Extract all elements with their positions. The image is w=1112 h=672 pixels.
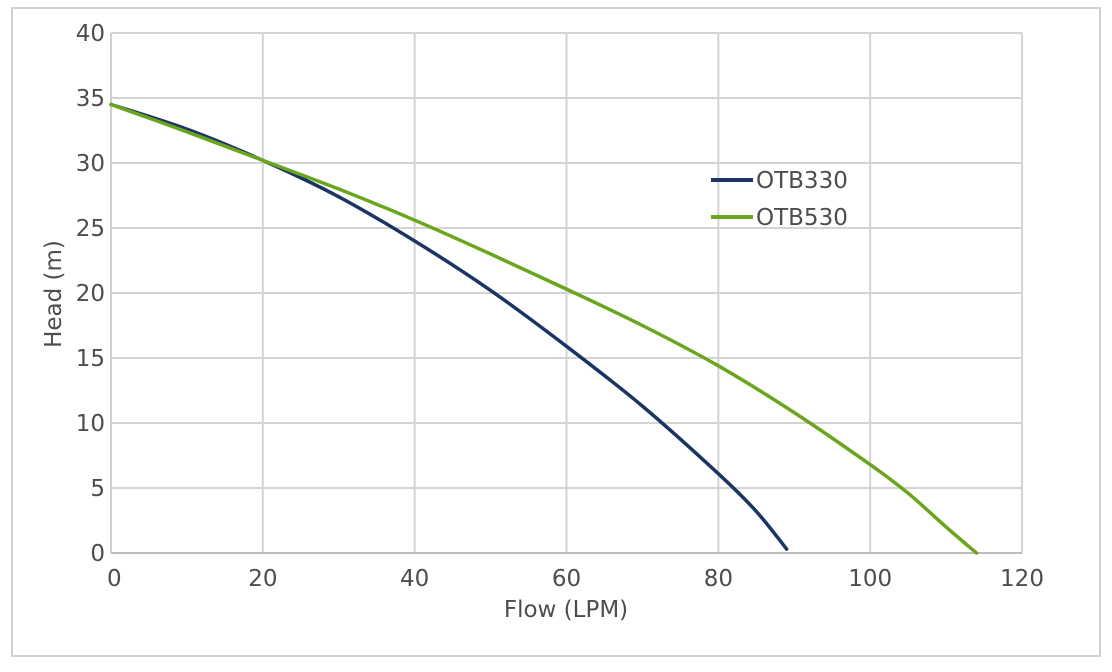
y-tick-label: 40	[76, 21, 105, 47]
y-tick-label: 30	[76, 151, 105, 177]
axes	[110, 33, 1022, 554]
y-tick-label: 35	[76, 86, 105, 112]
tick-labels: 0 5 10 15 20 25 30 35 40 0 20 40 60 80 100 120	[76, 21, 1044, 592]
x-tick-label: 0	[107, 566, 122, 592]
x-tick-label: 100	[848, 566, 892, 592]
y-axis-title: Head (m)	[41, 240, 67, 348]
series-line-otb530	[109, 102, 979, 555]
x-tick-label: 40	[400, 566, 429, 592]
legend-label: OTB530	[756, 205, 848, 231]
y-tick-label: 15	[76, 346, 105, 372]
series	[109, 102, 979, 555]
y-tick-label: 10	[76, 411, 105, 437]
legend-label: OTB330	[756, 168, 848, 194]
y-tick-label: 20	[76, 281, 105, 307]
x-tick-label: 20	[248, 566, 277, 592]
x-tick-label: 120	[1000, 566, 1044, 592]
chart-frame	[11, 7, 1101, 657]
x-tick-label: 60	[552, 566, 581, 592]
legend: OTB330 OTB530	[711, 168, 848, 231]
y-tick-label: 5	[90, 476, 105, 502]
y-tick-label: 0	[90, 541, 105, 567]
y-tick-label: 25	[76, 216, 105, 242]
x-axis-title: Flow (LPM)	[504, 597, 628, 623]
x-tick-label: 80	[704, 566, 733, 592]
